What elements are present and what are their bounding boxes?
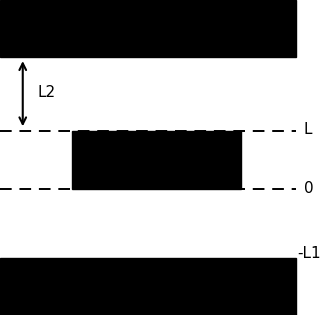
Text: -L1: -L1 <box>297 246 321 261</box>
Bar <box>0 258 296 315</box>
Bar <box>0 0 296 57</box>
Text: L: L <box>304 122 312 137</box>
Bar <box>72 131 240 189</box>
Text: L2: L2 <box>37 85 56 100</box>
Text: 0: 0 <box>304 180 314 196</box>
